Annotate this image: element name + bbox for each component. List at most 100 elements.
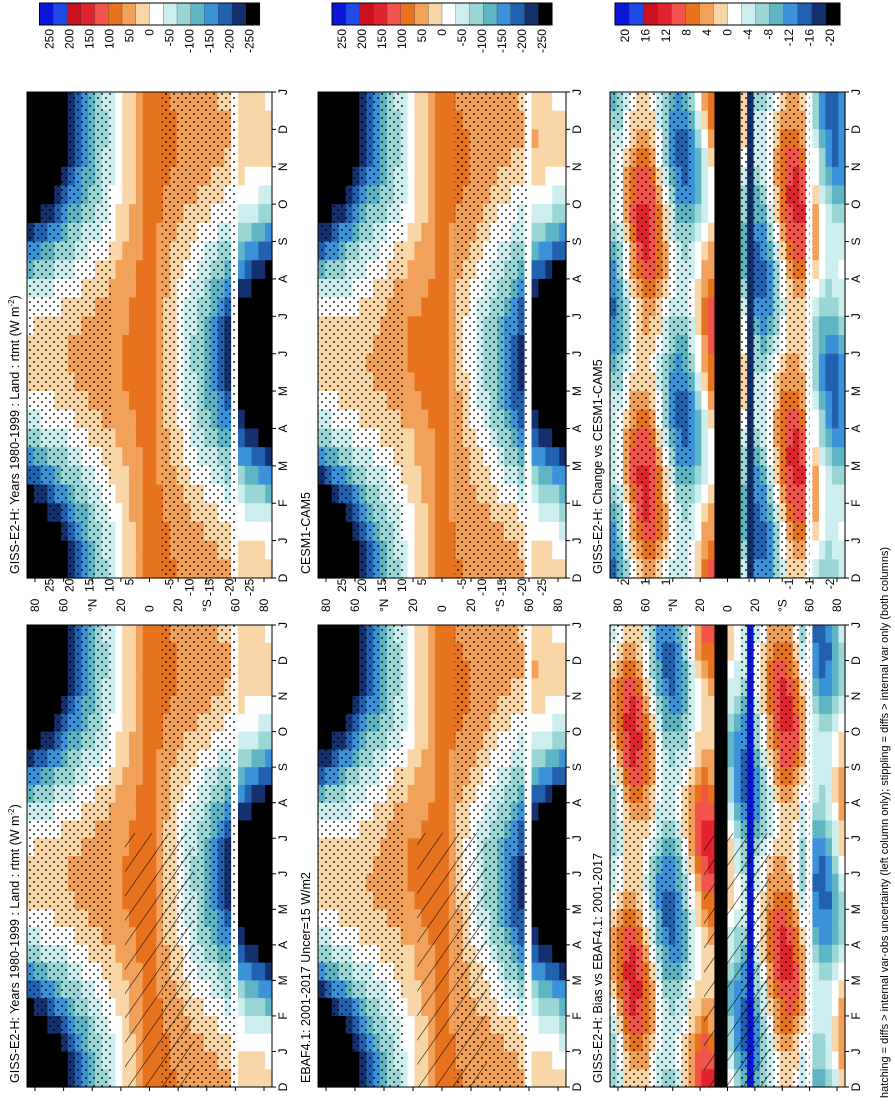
heat-cell bbox=[408, 503, 415, 522]
heat-cell bbox=[552, 1051, 559, 1069]
heat-cell bbox=[435, 148, 442, 167]
heat-cell bbox=[552, 541, 559, 560]
month-tick-label: M bbox=[276, 386, 290, 396]
heat-cell bbox=[428, 428, 435, 447]
heat-cell bbox=[552, 485, 559, 504]
colorbar-swatch bbox=[218, 3, 232, 25]
heat-cell bbox=[245, 643, 252, 661]
lat-tick-label: 80 bbox=[319, 598, 333, 612]
heat-cell bbox=[129, 279, 136, 298]
heat-cell bbox=[532, 541, 539, 560]
heat-cell bbox=[538, 204, 545, 223]
month-tick-label: J bbox=[570, 538, 584, 544]
heat-cell bbox=[129, 129, 136, 148]
heat-cell bbox=[129, 503, 136, 522]
heat-cell bbox=[252, 945, 259, 963]
heat-cell bbox=[258, 242, 265, 261]
heat-cell bbox=[245, 559, 252, 578]
heat-cell bbox=[150, 354, 157, 373]
heat-cell bbox=[538, 559, 545, 578]
heat-cell bbox=[408, 696, 415, 714]
heat-cell bbox=[122, 767, 129, 785]
heat-cell bbox=[258, 410, 265, 429]
heat-cell bbox=[701, 732, 708, 750]
heat-cell bbox=[825, 838, 832, 856]
colorbar-swatch bbox=[53, 3, 67, 25]
heat-cell bbox=[428, 485, 435, 504]
heat-cell bbox=[728, 696, 735, 714]
heat-cell bbox=[421, 714, 428, 732]
heat-cell bbox=[122, 661, 129, 679]
heat-cell bbox=[258, 909, 265, 927]
heat-cell bbox=[559, 749, 566, 767]
heat-cell bbox=[129, 466, 136, 485]
heat-cell bbox=[150, 661, 157, 679]
heat-cell bbox=[129, 732, 136, 750]
heat-cell bbox=[832, 980, 839, 998]
panel-p1: 8060°N20020°S6080DJFMAMJJASONDJGISS-E2-H… bbox=[7, 546, 290, 1105]
colorbar-label: -50 bbox=[163, 29, 177, 47]
heat-cell bbox=[559, 298, 566, 317]
colorbar-swatch bbox=[470, 3, 484, 25]
colorbar-label: -100 bbox=[183, 29, 197, 53]
lat-tick-label: 20 bbox=[406, 598, 420, 612]
heat-cell bbox=[812, 767, 819, 785]
heat-cell bbox=[538, 909, 545, 927]
month-tick-label: S bbox=[276, 238, 290, 246]
heat-cell bbox=[552, 559, 559, 578]
heat-cell bbox=[258, 874, 265, 892]
heat-cell bbox=[143, 466, 150, 485]
heat-cell bbox=[115, 696, 122, 714]
heat-cell bbox=[408, 428, 415, 447]
heat-cell bbox=[238, 316, 245, 335]
heat-cell bbox=[552, 714, 559, 732]
heat-cell bbox=[825, 998, 832, 1016]
heat-cell bbox=[136, 148, 143, 167]
heat-cell bbox=[421, 785, 428, 803]
heat-cell bbox=[245, 892, 252, 910]
heat-cell bbox=[532, 167, 539, 186]
heat-cell bbox=[136, 541, 143, 560]
heat-cell bbox=[435, 298, 442, 317]
heat-cell bbox=[819, 998, 826, 1016]
month-tick-label: D bbox=[276, 125, 290, 134]
heat-cell bbox=[252, 522, 259, 541]
heat-cell bbox=[832, 1069, 839, 1087]
heat-cell bbox=[265, 279, 272, 298]
heat-cell bbox=[408, 661, 415, 679]
month-tick-label: M bbox=[276, 904, 290, 914]
heat-cell bbox=[122, 335, 129, 354]
heat-cell bbox=[695, 696, 702, 714]
heat-cell bbox=[150, 242, 157, 261]
panel-p3: 8060°N20020°S6080DJFMAMJJASONDJEBAF4.1: … bbox=[299, 546, 584, 1105]
heat-cell bbox=[414, 559, 421, 578]
heat-cell bbox=[136, 354, 143, 373]
heat-cell bbox=[695, 1016, 702, 1034]
heat-cell bbox=[532, 732, 539, 750]
heat-cell bbox=[122, 316, 129, 335]
heat-cell bbox=[442, 643, 449, 661]
heat-cell bbox=[435, 696, 442, 714]
heat-cell bbox=[252, 372, 259, 391]
heat-cell bbox=[258, 1051, 265, 1069]
heat-cell bbox=[143, 111, 150, 130]
colorbar-swatch bbox=[415, 3, 429, 25]
heat-cell bbox=[245, 927, 252, 945]
colorbar-label: 50 bbox=[123, 29, 137, 43]
heat-cell bbox=[414, 372, 421, 391]
heat-cell bbox=[532, 1034, 539, 1052]
heat-cell bbox=[708, 785, 715, 803]
heat-cell bbox=[421, 148, 428, 167]
heat-cell bbox=[538, 372, 545, 391]
heat-cell bbox=[552, 410, 559, 429]
heat-cell bbox=[435, 428, 442, 447]
heat-cell bbox=[552, 148, 559, 167]
heat-cell bbox=[265, 298, 272, 317]
heat-cell bbox=[122, 643, 129, 661]
heat-cell bbox=[258, 1016, 265, 1034]
panel-p5: 8060°N20020°S6080DJFMAMJJASONDJGISS-E2-H… bbox=[591, 546, 863, 1105]
stippling-p1 bbox=[27, 625, 113, 1087]
heat-cell bbox=[150, 485, 157, 504]
heat-cell bbox=[421, 391, 428, 410]
